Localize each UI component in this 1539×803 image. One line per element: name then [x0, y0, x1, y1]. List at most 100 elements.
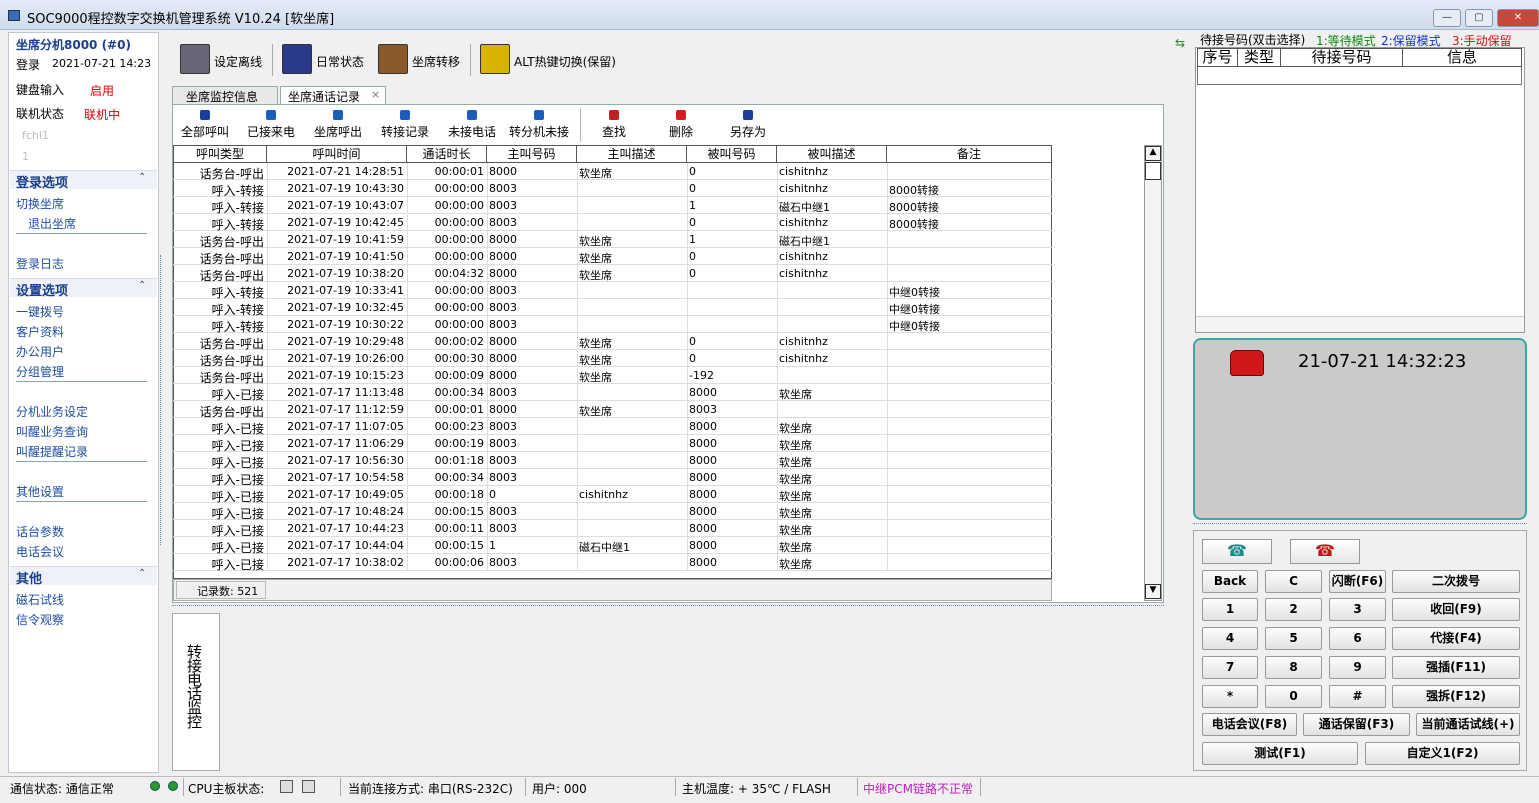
- keypad-button[interactable]: 测试(F1): [1202, 742, 1358, 765]
- column-header[interactable]: 呼叫时间: [267, 145, 407, 163]
- hangup-button[interactable]: ☎: [1290, 539, 1360, 564]
- toolbar-button[interactable]: 设定离线: [214, 55, 263, 69]
- table-row[interactable]: [173, 384, 1052, 401]
- sidebar-link[interactable]: 话台参数: [16, 525, 65, 539]
- section-title[interactable]: 登录选项: [16, 176, 69, 191]
- subtoolbar-icon[interactable]: [676, 110, 686, 120]
- subtoolbar-icon[interactable]: [200, 110, 210, 120]
- table-row[interactable]: [173, 520, 1052, 537]
- keypad-button[interactable]: 9: [1329, 656, 1386, 679]
- column-header[interactable]: 通话时长: [407, 145, 487, 163]
- keypad-button[interactable]: Back: [1202, 570, 1258, 593]
- table-row[interactable]: [173, 248, 1052, 265]
- subtoolbar-button[interactable]: 另存为: [729, 125, 766, 139]
- sidebar-link[interactable]: 办公用户: [16, 345, 65, 359]
- keypad-button[interactable]: 4: [1202, 627, 1258, 650]
- keypad-button[interactable]: 7: [1202, 656, 1258, 679]
- keypad-button[interactable]: 强插(F11): [1392, 656, 1520, 679]
- subtoolbar-icon[interactable]: [333, 110, 343, 120]
- table-row[interactable]: [173, 265, 1052, 282]
- keypad-button[interactable]: 0: [1265, 685, 1322, 708]
- sidebar-link[interactable]: 分组管理: [16, 365, 65, 379]
- subtoolbar-button[interactable]: 全部呼叫: [180, 125, 229, 139]
- sidebar-link[interactable]: 其他设置: [16, 485, 65, 499]
- sidebar-link[interactable]: 分机业务设定: [16, 405, 89, 419]
- sidebar-link[interactable]: 登录日志: [16, 257, 65, 271]
- column-header[interactable]: 主叫描述: [577, 145, 687, 163]
- subtoolbar-button[interactable]: 转分机未接: [508, 125, 569, 139]
- subtoolbar-button[interactable]: 转接记录: [380, 125, 429, 139]
- table-row[interactable]: [173, 299, 1052, 316]
- keypad-button[interactable]: 收回(F9): [1392, 598, 1520, 621]
- subtoolbar-icon[interactable]: [743, 110, 753, 120]
- toolbar-button[interactable]: 日常状态: [316, 55, 365, 69]
- subtoolbar-button[interactable]: 已接来电: [246, 125, 295, 139]
- keypad-button[interactable]: 5: [1265, 627, 1322, 650]
- queue-mode[interactable]: 3:手动保留: [1452, 34, 1512, 48]
- table-row[interactable]: [173, 503, 1052, 520]
- toolbar-button[interactable]: ALT热键切换(保留): [514, 55, 616, 69]
- queue-column[interactable]: 类型: [1238, 48, 1281, 67]
- table-row[interactable]: [173, 180, 1052, 197]
- section-title[interactable]: 设置选项: [16, 284, 69, 299]
- subtoolbar-icon[interactable]: [467, 110, 477, 120]
- sidebar-link[interactable]: 电话会议: [16, 545, 65, 559]
- keypad-button[interactable]: 代接(F4): [1392, 627, 1520, 650]
- column-header[interactable]: 呼叫类型: [173, 145, 267, 163]
- keypad-button[interactable]: 3: [1329, 598, 1386, 621]
- toolbar-icon[interactable]: [282, 44, 312, 74]
- subtoolbar-icon[interactable]: [400, 110, 410, 120]
- keypad-button[interactable]: *: [1202, 685, 1258, 708]
- window-button[interactable]: ▢: [1465, 9, 1493, 27]
- table-row[interactable]: [173, 163, 1052, 180]
- keypad-button[interactable]: 通话保留(F3): [1303, 713, 1410, 736]
- sidebar-link[interactable]: 叫醒业务查询: [16, 425, 89, 439]
- toolbar-icon[interactable]: [480, 44, 510, 74]
- subtoolbar-icon[interactable]: [266, 110, 276, 120]
- subtoolbar-icon[interactable]: [609, 110, 619, 120]
- table-row[interactable]: [173, 231, 1052, 248]
- table-row[interactable]: [173, 367, 1052, 384]
- table-row[interactable]: [173, 469, 1052, 486]
- subtoolbar-icon[interactable]: [534, 110, 544, 120]
- table-row[interactable]: [173, 554, 1052, 571]
- sidebar-link[interactable]: 退出坐席: [28, 217, 77, 231]
- subtoolbar-button[interactable]: 未接电话: [447, 125, 496, 139]
- tab-close[interactable]: ×: [371, 88, 381, 101]
- toolbar-icon[interactable]: [378, 44, 408, 74]
- scroll-down[interactable]: ▼: [1145, 584, 1161, 599]
- sidebar-link[interactable]: 一键拨号: [16, 305, 65, 319]
- queue-row[interactable]: [1197, 67, 1522, 85]
- close-button[interactable]: ✕: [1497, 9, 1539, 27]
- toolbar-button[interactable]: 坐席转移: [412, 55, 461, 69]
- table-row[interactable]: [173, 486, 1052, 503]
- tab[interactable]: [172, 86, 278, 105]
- sidebar-link[interactable]: 客户资料: [16, 325, 65, 339]
- scroll-up[interactable]: ▲: [1145, 146, 1161, 161]
- table-row[interactable]: [173, 214, 1052, 231]
- sidebar-link[interactable]: 磁石试线: [16, 593, 65, 607]
- keypad-button[interactable]: 1: [1202, 598, 1258, 621]
- scroll-thumb[interactable]: [1145, 162, 1161, 180]
- table-row[interactable]: [173, 452, 1052, 469]
- window-button[interactable]: —: [1433, 9, 1461, 27]
- section-title[interactable]: 其他: [16, 572, 43, 587]
- queue-column[interactable]: 待接号码: [1281, 48, 1403, 67]
- table-row[interactable]: [173, 418, 1052, 435]
- keypad-button[interactable]: 8: [1265, 656, 1322, 679]
- keypad-button[interactable]: 2: [1265, 598, 1322, 621]
- column-header[interactable]: 备注: [887, 145, 1052, 163]
- table-row[interactable]: [173, 316, 1052, 333]
- queue-column[interactable]: 序号: [1197, 48, 1238, 67]
- table-row[interactable]: [173, 537, 1052, 554]
- sidebar-link[interactable]: 信令观察: [16, 613, 65, 627]
- keypad-button[interactable]: C: [1265, 570, 1322, 593]
- tab-label[interactable]: 坐席监控信息: [186, 90, 259, 104]
- column-header[interactable]: 主叫号码: [487, 145, 577, 163]
- column-header[interactable]: 被叫描述: [777, 145, 887, 163]
- keypad-button[interactable]: 电话会议(F8): [1202, 713, 1297, 736]
- tab-label[interactable]: 坐席通话记录: [288, 90, 361, 104]
- queue-mode[interactable]: 2:保留模式: [1381, 34, 1441, 48]
- table-row[interactable]: [173, 401, 1052, 418]
- keypad-button[interactable]: 当前通话试线(+): [1416, 713, 1520, 736]
